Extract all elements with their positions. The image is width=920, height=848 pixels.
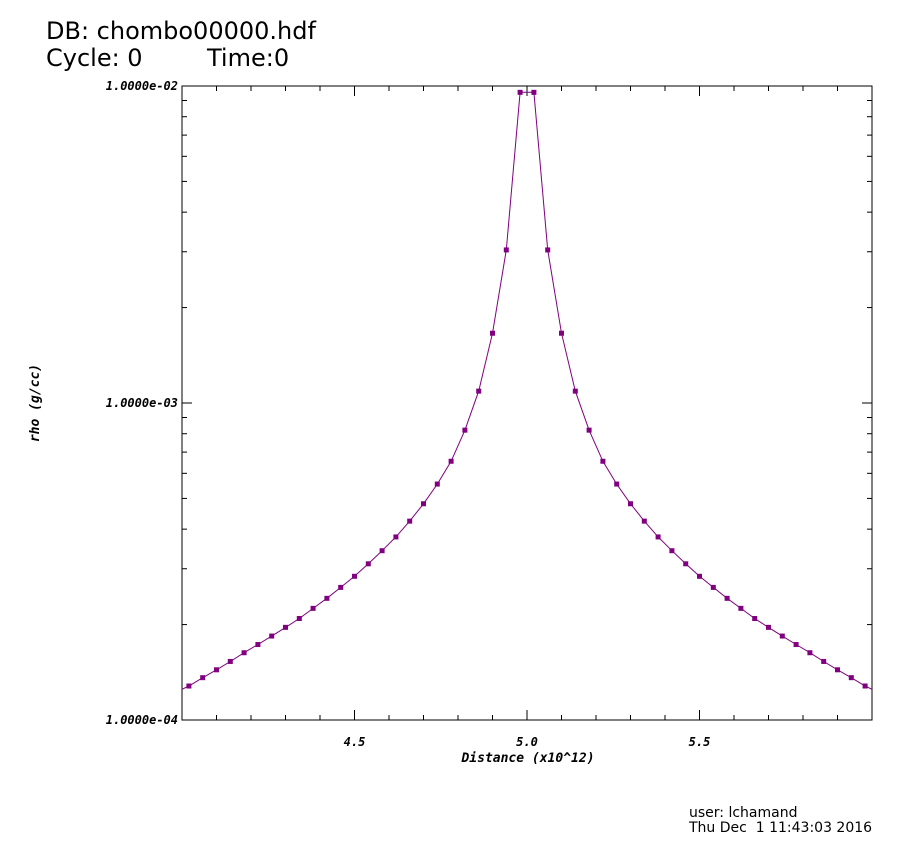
data-point	[545, 247, 551, 253]
data-point	[407, 518, 413, 524]
data-point	[448, 458, 454, 464]
data-point	[614, 481, 620, 487]
data-point	[241, 650, 247, 656]
data-point	[572, 388, 578, 394]
y-tick-labels: 1.0000e-04 1.0000e-03 1.0000e-02	[106, 79, 178, 727]
data-point	[628, 501, 633, 507]
data-point	[752, 616, 758, 622]
data-point	[669, 548, 675, 554]
data-point	[324, 595, 330, 601]
data-point	[531, 89, 537, 95]
series-line	[181, 91, 873, 690]
data-point	[338, 584, 344, 590]
data-point	[476, 388, 482, 394]
data-point	[738, 605, 744, 611]
data-point	[186, 683, 192, 689]
x-tick-label: 5.5	[689, 735, 711, 749]
data-point	[793, 642, 799, 648]
data-point	[379, 548, 385, 554]
data-point	[807, 650, 813, 656]
data-point	[655, 534, 661, 540]
data-point	[586, 427, 592, 433]
data-point	[559, 330, 564, 336]
data-point	[283, 624, 288, 630]
data-point	[310, 605, 316, 611]
x-tick-label: 4.5	[344, 735, 366, 749]
data-point	[821, 658, 827, 664]
data-point	[517, 89, 523, 95]
data-point	[421, 501, 426, 507]
y-axis-title: rho (g/cc)	[28, 364, 43, 442]
data-point	[641, 518, 647, 524]
x-axis-title: Distance (x10^12)	[460, 751, 594, 766]
data-point	[766, 624, 771, 630]
data-point	[296, 616, 302, 622]
data-point	[393, 534, 399, 540]
data-point	[835, 667, 840, 673]
footer-date: Thu Dec 1 11:43:03 2016	[689, 820, 873, 836]
data-point	[779, 633, 785, 639]
x-tick-labels: 4.5 5.0 5.5	[344, 735, 711, 749]
data-point	[462, 427, 468, 433]
data-point	[848, 675, 854, 681]
series-group	[181, 89, 873, 690]
data-point	[214, 667, 219, 673]
data-point	[255, 642, 261, 648]
data-point	[490, 330, 495, 336]
y-tick-label: 1.0000e-03	[106, 396, 178, 410]
data-point	[683, 561, 689, 567]
data-point	[503, 247, 509, 253]
data-point	[352, 573, 357, 579]
data-point	[269, 633, 275, 639]
data-point	[600, 458, 606, 464]
data-point	[724, 595, 730, 601]
footer-user: user: lchamand	[689, 805, 798, 821]
data-point	[434, 481, 440, 487]
data-point	[697, 573, 702, 579]
cycle-label: Cycle: 0	[46, 44, 143, 72]
data-point	[365, 561, 371, 567]
data-point	[200, 675, 206, 681]
x-axis-ticks	[181, 86, 873, 720]
time-label: Time:0	[207, 44, 290, 72]
y-tick-label: 1.0000e-04	[106, 713, 178, 727]
y-tick-label: 1.0000e-02	[106, 79, 178, 93]
x-tick-label: 5.0	[516, 735, 538, 749]
data-point	[710, 584, 716, 590]
data-point	[227, 658, 233, 664]
data-point	[862, 683, 868, 689]
y-axis-ticks	[182, 100, 872, 721]
database-title: DB: chombo00000.hdf	[46, 17, 316, 45]
